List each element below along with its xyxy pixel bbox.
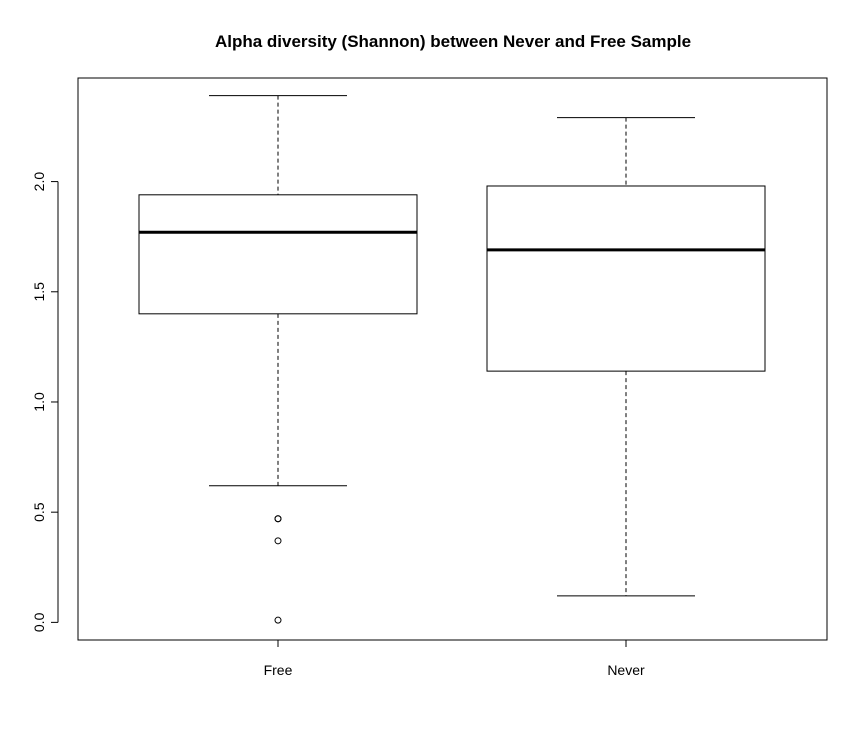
x-axis: Free Never (264, 639, 645, 678)
y-tick-label: 1.5 (31, 282, 47, 302)
outlier-point (274, 537, 282, 545)
outlier-point (274, 616, 282, 624)
boxes-layer (138, 95, 766, 624)
iqr-box (486, 185, 766, 372)
chart-title: Alpha diversity (Shannon) between Never … (215, 32, 691, 51)
y-tick-label: 0.5 (31, 502, 47, 522)
box-free (138, 95, 418, 624)
iqr-box (138, 194, 418, 315)
x-tick-label: Free (264, 662, 293, 678)
outlier-point (274, 515, 282, 523)
y-axis: 0.0 0.5 1.0 1.5 2.0 (31, 172, 59, 632)
y-tick-label: 0.0 (31, 612, 47, 632)
x-tick-label: Never (607, 662, 645, 678)
y-tick-label: 1.0 (31, 392, 47, 412)
box-never (486, 117, 766, 597)
y-tick-label: 2.0 (31, 172, 47, 192)
